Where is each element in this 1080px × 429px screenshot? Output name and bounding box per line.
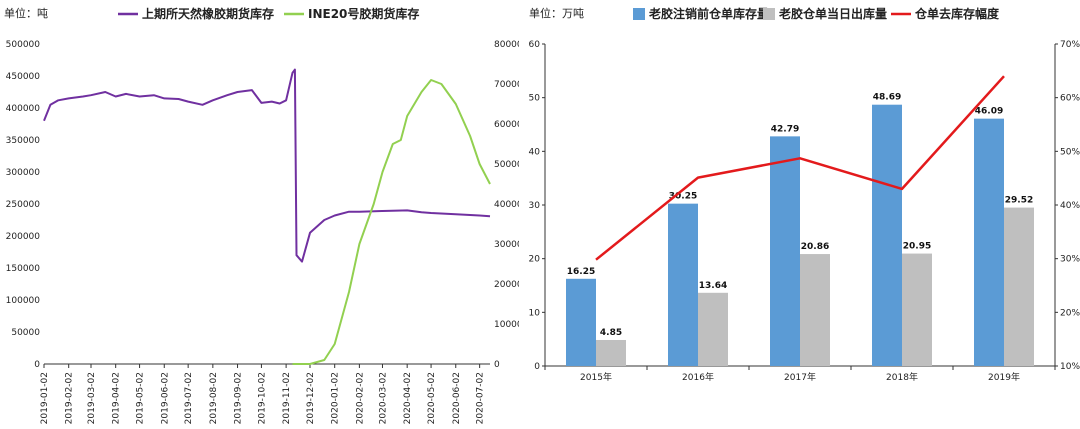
x-category-label: 2017年 xyxy=(784,371,816,383)
x-category-label: 2016年 xyxy=(682,371,714,383)
y-right-tick-label: 10000 xyxy=(494,320,520,330)
bar-daily-outflow xyxy=(596,339,626,366)
x-category-label: 2018年 xyxy=(886,371,918,383)
bar-daily-outflow xyxy=(902,253,932,366)
bar-warehouse-receipts xyxy=(770,136,800,366)
rubber-inventory-line-chart: 单位：吨 上期所天然橡胶期货库存 INE20号胶期货库存05000010000015… xyxy=(4,6,520,424)
x-tick-label: 2019-06-02 xyxy=(160,372,170,424)
bar-daily-outflow xyxy=(800,254,830,366)
y-left-tick-label: 100000 xyxy=(6,296,41,306)
y-left-tick-label: 60 xyxy=(529,40,541,50)
y-left-tick-label: 200000 xyxy=(6,232,41,242)
x-tick-label: 2020-02-02 xyxy=(355,372,365,424)
x-category-label: 2019年 xyxy=(988,371,1020,383)
y-right-tick-label: 30000 xyxy=(494,240,520,250)
bar-warehouse-receipts-value-label: 48.69 xyxy=(873,93,901,103)
legend-swatch-warehouse-receipts xyxy=(633,8,645,20)
y-right-tick-label: 60% xyxy=(1060,94,1080,104)
y-left-tick-label: 350000 xyxy=(6,136,41,146)
legend-label-destock-ratio: 仓单去库存幅度 xyxy=(914,6,1000,21)
x-tick-label: 2019-04-02 xyxy=(112,372,122,424)
bar-warehouse-receipts xyxy=(668,203,698,366)
series-line-destock-ratio xyxy=(595,75,1005,261)
x-tick-label: 2019-01-02 xyxy=(40,372,50,424)
x-tick-label: 2020-04-02 xyxy=(403,372,413,424)
bar-warehouse-receipts-value-label: 46.09 xyxy=(975,107,1003,117)
legend-label-shfe-rubber: 上期所天然橡胶期货库存 xyxy=(142,6,274,21)
y-right-tick-label: 50% xyxy=(1060,147,1080,157)
x-tick-label: 2019-07-02 xyxy=(184,372,194,424)
x-tick-label: 2020-06-02 xyxy=(452,372,462,424)
y-right-tick-label: 0 xyxy=(494,360,500,370)
legend-label-daily-outflow: 老胶仓单当日出库量 xyxy=(779,6,887,21)
y-right-tick-label: 40000 xyxy=(494,200,520,210)
x-tick-label: 2020-01-02 xyxy=(331,372,341,424)
y-left-tick-label: 50000 xyxy=(11,328,40,338)
y-left-tick-label: 450000 xyxy=(6,72,41,82)
y-right-tick-label: 70% xyxy=(1060,40,1080,50)
x-tick-label: 2019-02-02 xyxy=(65,372,75,424)
bar-daily-outflow-value-label: 29.52 xyxy=(1005,196,1033,206)
y-left-tick-label: 40 xyxy=(529,147,541,157)
x-tick-label: 2019-05-02 xyxy=(136,372,146,424)
y-left-tick-label: 400000 xyxy=(6,104,41,114)
y-right-tick-label: 40% xyxy=(1060,201,1080,211)
y-right-tick-label: 50000 xyxy=(494,160,520,170)
x-tick-label: 2019-11-02 xyxy=(282,372,292,424)
bar-daily-outflow-value-label: 13.64 xyxy=(699,281,727,291)
left-unit-label: 单位：吨 xyxy=(4,6,48,20)
bar-warehouse-receipts-value-label: 42.79 xyxy=(771,124,799,134)
bar-daily-outflow-value-label: 20.95 xyxy=(903,242,931,252)
y-left-tick-label: 10 xyxy=(529,308,541,318)
x-tick-label: 2019-03-02 xyxy=(87,372,97,424)
y-left-tick-label: 0 xyxy=(534,362,540,372)
x-tick-label: 2020-03-02 xyxy=(378,372,388,424)
y-right-tick-label: 80000 xyxy=(494,40,520,50)
x-tick-label: 2019-12-02 xyxy=(306,372,316,424)
x-tick-label: 2019-08-02 xyxy=(209,372,219,424)
bar-warehouse-receipts-value-label: 30.25 xyxy=(669,192,697,202)
y-left-tick-label: 150000 xyxy=(6,264,41,274)
y-right-tick-label: 20000 xyxy=(494,280,520,290)
right-unit-label: 单位：万吨 xyxy=(529,6,584,20)
y-right-tick-label: 60000 xyxy=(494,120,520,130)
series-line-shfe-rubber xyxy=(43,68,491,263)
y-left-tick-label: 500000 xyxy=(6,40,41,50)
bar-warehouse-receipts xyxy=(566,278,596,366)
x-tick-label: 2019-09-02 xyxy=(234,372,244,424)
y-left-tick-label: 30 xyxy=(529,201,541,211)
x-tick-label: 2020-05-02 xyxy=(427,372,437,424)
bar-warehouse-receipts xyxy=(872,104,902,367)
y-right-tick-label: 70000 xyxy=(494,80,520,90)
bar-warehouse-receipts-value-label: 16.25 xyxy=(567,267,595,277)
y-left-tick-label: 300000 xyxy=(6,168,41,178)
panel-separator xyxy=(519,0,525,429)
y-left-tick-label: 50 xyxy=(529,94,541,104)
y-left-tick-label: 0 xyxy=(34,360,40,370)
x-category-label: 2015年 xyxy=(580,371,612,383)
x-tick-label: 2020-07-02 xyxy=(476,372,486,424)
right-chart-panel: 单位：万吨 老胶注销前仓单库存量 老胶仓单当日出库量 仓单去库存幅度 0 10 20 30 40… xyxy=(525,0,1080,429)
y-right-tick-label: 10% xyxy=(1060,362,1080,372)
x-tick-label: 2019-10-02 xyxy=(257,372,267,424)
y-left-tick-label: 20 xyxy=(529,255,541,265)
legend-swatch-daily-outflow xyxy=(763,8,775,20)
series-line-ine-nr20 xyxy=(292,79,491,365)
old-rubber-warehouse-bar-chart: 单位：万吨 老胶注销前仓单库存量 老胶仓单当日出库量 仓单去库存幅度 0 10 20 30 40… xyxy=(529,6,1080,383)
bar-daily-outflow-value-label: 4.85 xyxy=(600,328,622,338)
bar-daily-outflow xyxy=(1004,207,1034,366)
y-right-tick-label: 20% xyxy=(1060,308,1080,318)
y-right-tick-label: 30% xyxy=(1060,255,1080,265)
legend-label-ine-nr20: INE20号胶期货库存 xyxy=(308,6,419,21)
y-left-tick-label: 250000 xyxy=(6,200,41,210)
left-chart-panel: 单位：吨 上期所天然橡胶期货库存 INE20号胶期货库存 0 50000 100000 15… xyxy=(0,0,520,429)
bar-daily-outflow xyxy=(698,292,728,366)
bar-daily-outflow-value-label: 20.86 xyxy=(801,242,829,252)
bar-warehouse-receipts xyxy=(974,118,1004,366)
legend-label-warehouse-receipts: 老胶注销前仓单库存量 xyxy=(649,6,769,21)
